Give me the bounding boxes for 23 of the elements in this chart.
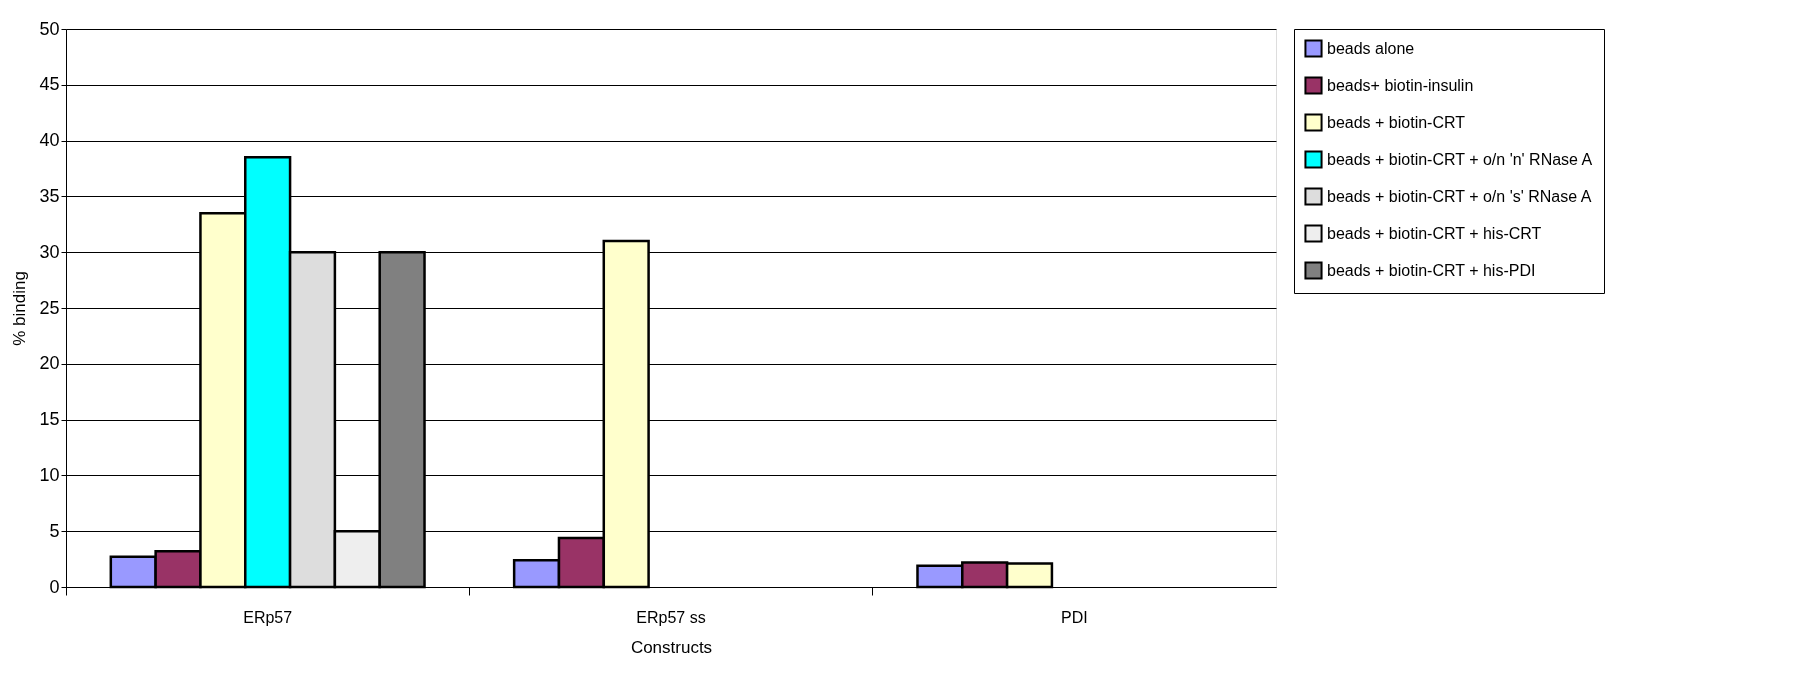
- x-tick-label: PDI: [1061, 608, 1088, 626]
- x-axis-title: Constructs: [630, 637, 713, 657]
- y-tick-label: 30: [39, 241, 60, 262]
- x-tick-label: ERp57: [243, 608, 293, 626]
- y-tick-label: 35: [39, 185, 60, 206]
- legend-label: beads + biotin-CRT: [1327, 113, 1466, 131]
- y-tick-label: 10: [39, 464, 60, 485]
- y-tick-label: 50: [39, 18, 60, 39]
- legend-label: beads + biotin-CRT + his-PDI: [1327, 261, 1536, 279]
- y-tick-label: 0: [49, 576, 60, 597]
- y-tick-label: 45: [39, 74, 60, 95]
- y-tick-label: 20: [39, 353, 60, 374]
- y-tick-label: 40: [39, 130, 60, 151]
- y-tick-label: 5: [49, 520, 60, 541]
- legend-label: beads alone: [1327, 39, 1415, 57]
- legend-label: beads+ biotin-insulin: [1327, 76, 1474, 94]
- y-tick-label: 15: [39, 409, 60, 430]
- legend-label: beads + biotin-CRT + o/n 's' RNase A: [1327, 187, 1592, 205]
- y-tick-label: 25: [39, 297, 60, 318]
- y-axis-title: % binding: [10, 271, 30, 346]
- legend-label: beads + biotin-CRT + his-CRT: [1327, 224, 1542, 242]
- legend-label: beads + biotin-CRT + o/n 'n' RNase A: [1327, 150, 1593, 168]
- x-tick-label: ERp57 ss: [636, 608, 706, 626]
